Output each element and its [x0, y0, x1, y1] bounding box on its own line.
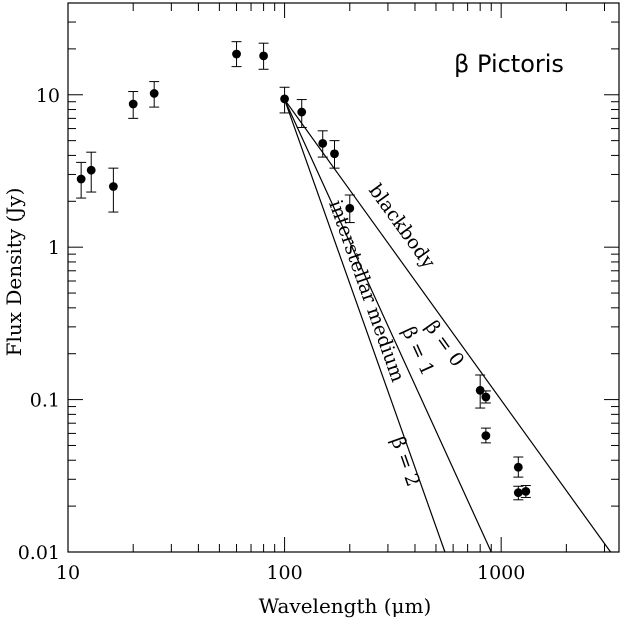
model-line	[284, 99, 446, 553]
y-axis-title: Flux Density (Jy)	[2, 188, 26, 357]
data-point	[481, 392, 491, 402]
data-point	[345, 203, 355, 213]
data-points	[76, 41, 531, 501]
data-point	[330, 149, 339, 159]
data-point	[108, 182, 118, 191]
data-point	[513, 462, 523, 472]
model-lines	[284, 99, 612, 553]
data-point	[475, 385, 485, 395]
y-tick-label: 0.01	[18, 542, 60, 564]
data-point	[318, 138, 328, 148]
plot-frame-group	[67, 2, 620, 553]
y-tick-label: 10	[36, 85, 60, 107]
tick-labels: 10 100 1000 0.01 0.1 1 10	[18, 85, 526, 584]
axis-ticks	[67, 2, 619, 553]
x-axis-title: Wavelength (μm)	[259, 594, 432, 618]
data-point	[481, 431, 491, 441]
data-point	[297, 107, 307, 117]
data-point	[76, 174, 86, 184]
data-point	[149, 89, 159, 98]
data-point	[259, 51, 268, 61]
data-point	[280, 94, 289, 104]
x-tick-label: 10	[56, 562, 80, 584]
plot-frame	[67, 2, 620, 553]
model-line	[284, 99, 612, 553]
x-tick-label: 100	[266, 562, 302, 584]
data-point	[521, 486, 531, 496]
model-line	[284, 99, 492, 553]
data-point	[232, 49, 241, 59]
data-point	[86, 165, 96, 175]
data-point	[128, 99, 138, 109]
annotation-beta-2: β = 2	[386, 434, 424, 489]
x-tick-label: 1000	[477, 562, 525, 584]
y-tick-label: 1	[48, 237, 60, 259]
chart-title: β Pictoris	[454, 50, 564, 78]
y-tick-label: 0.1	[30, 390, 60, 412]
data-point	[513, 488, 523, 498]
